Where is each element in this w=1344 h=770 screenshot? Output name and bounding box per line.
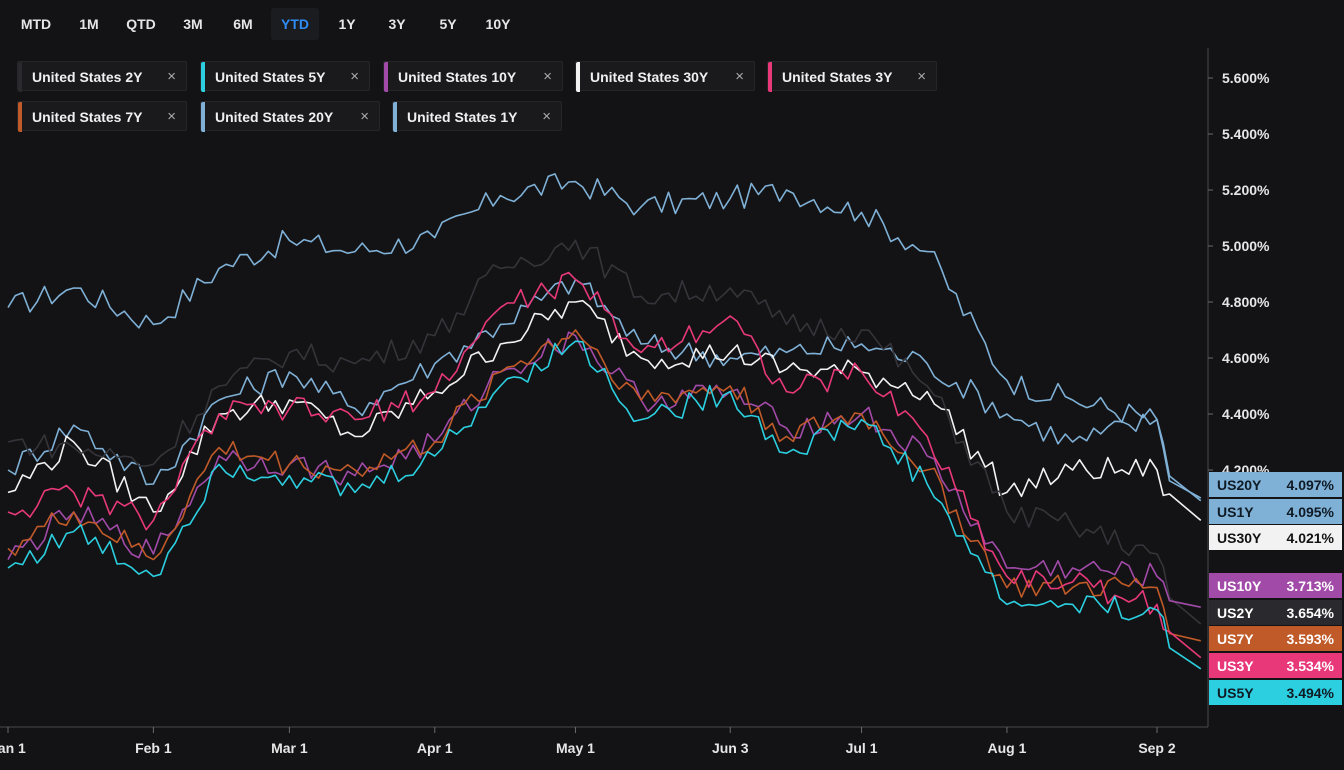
last-value-badges: US20Y 4.097% US1Y 4.095% US30Y 4.021% US10Y 3.7… — [1209, 472, 1342, 705]
last-value-badge: US20Y 4.097% — [1209, 472, 1342, 497]
badge-value: 3.494% — [1287, 685, 1335, 701]
badge-value: 3.654% — [1287, 605, 1335, 621]
range-button-10y[interactable]: 10Y — [483, 8, 513, 40]
badge-name: US1Y — [1217, 504, 1254, 520]
y-tick-label: 4.800% — [1222, 294, 1270, 310]
x-tick-label: Jan 1 — [0, 740, 26, 756]
badge-name: US2Y — [1217, 605, 1254, 621]
range-button-5y[interactable]: 5Y — [437, 8, 459, 40]
yield-chart: 5.600% 5.400% 5.200% 5.000% 4.800% 4.600% 4.40… — [0, 48, 1344, 770]
last-value-badge: US2Y 3.654% — [1209, 600, 1342, 625]
last-value-badge: US7Y 3.593% — [1209, 626, 1342, 651]
range-button-1y[interactable]: 1Y — [337, 8, 357, 40]
badge-name: US10Y — [1217, 578, 1262, 594]
range-toolbar: MTD 1M QTD 3M 6M YTD 1Y 3Y 5Y 10Y — [0, 0, 1344, 48]
series-line — [8, 273, 1201, 658]
badge-value: 3.713% — [1287, 578, 1335, 594]
y-tick-label: 5.000% — [1222, 238, 1270, 254]
x-tick-label: Jun 3 — [712, 740, 749, 756]
last-value-badge: US10Y 3.713% — [1209, 573, 1342, 598]
badge-name: US7Y — [1217, 631, 1254, 647]
y-tick-label: 4.400% — [1222, 406, 1270, 422]
badge-value: 4.097% — [1287, 477, 1335, 493]
range-button-1m[interactable]: 1M — [77, 8, 101, 40]
last-value-badge: US3Y 3.534% — [1209, 653, 1342, 678]
range-button-ytd[interactable]: YTD — [271, 8, 319, 40]
last-value-badge: US5Y 3.494% — [1209, 680, 1342, 705]
x-tick-label: Jul 1 — [846, 740, 878, 756]
y-tick-label: 5.400% — [1222, 126, 1270, 142]
last-value-badge: US30Y 4.021% — [1209, 525, 1342, 550]
series-layer — [8, 174, 1201, 669]
range-button-3y[interactable]: 3Y — [386, 8, 408, 40]
range-button-qtd[interactable]: QTD — [124, 8, 158, 40]
x-tick-label: Apr 1 — [417, 740, 453, 756]
series-line — [8, 301, 1201, 521]
range-button-6m[interactable]: 6M — [231, 8, 255, 40]
badge-value: 4.021% — [1287, 530, 1335, 546]
x-tick-label: Sep 2 — [1138, 740, 1176, 756]
badge-name: US3Y — [1217, 658, 1254, 674]
badge-name: US5Y — [1217, 685, 1254, 701]
range-button-3m[interactable]: 3M — [181, 8, 205, 40]
series-line — [8, 280, 1201, 498]
badge-value: 3.593% — [1287, 631, 1335, 647]
badge-value: 4.095% — [1287, 504, 1335, 520]
x-tick-label: Feb 1 — [135, 740, 172, 756]
x-axis: Jan 1 Feb 1 Mar 1 Apr 1 May 1 Jun 3 Jul 1 Aug 1… — [0, 727, 1208, 756]
x-tick-label: Aug 1 — [987, 740, 1026, 756]
badge-value: 3.534% — [1287, 658, 1335, 674]
y-axis: 5.600% 5.400% 5.200% 5.000% 4.800% 4.600% 4.40… — [1208, 48, 1270, 727]
badge-name: US30Y — [1217, 530, 1262, 546]
y-tick-label: 5.600% — [1222, 70, 1270, 86]
badge-name: US20Y — [1217, 477, 1262, 493]
series-line — [8, 174, 1201, 501]
x-tick-label: May 1 — [556, 740, 595, 756]
range-button-mtd[interactable]: MTD — [18, 8, 54, 40]
y-tick-label: 5.200% — [1222, 182, 1270, 198]
series-line — [8, 332, 1201, 607]
last-value-badge: US1Y 4.095% — [1209, 499, 1342, 524]
x-tick-label: Mar 1 — [271, 740, 308, 756]
y-tick-label: 4.600% — [1222, 350, 1270, 366]
